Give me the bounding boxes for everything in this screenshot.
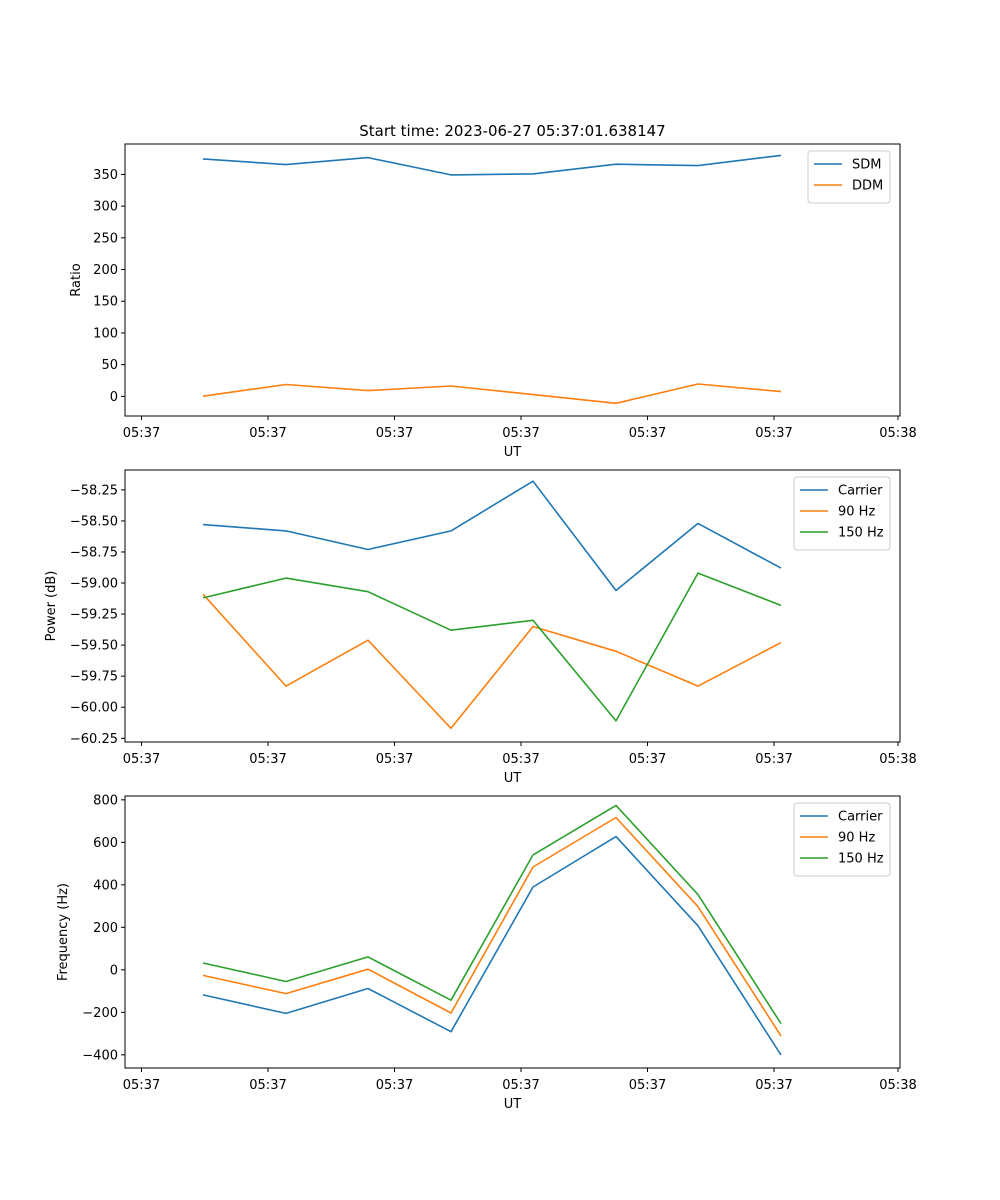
x-tick-label: 05:37 — [376, 1078, 413, 1093]
y-tick-label: 50 — [101, 358, 118, 373]
x-tick-label: 05:37 — [629, 752, 666, 767]
legend-label: DDM — [852, 179, 883, 194]
y-tick-label: −59.00 — [70, 577, 118, 592]
y-tick-label: 600 — [93, 836, 118, 851]
axes-frame — [124, 469, 901, 743]
y-tick-label: −58.25 — [70, 483, 118, 498]
x-tick-label: 05:37 — [629, 426, 666, 441]
y-tick-label: 200 — [93, 921, 118, 936]
y-tick-label: 800 — [93, 793, 118, 808]
legend-label: 90 Hz — [838, 505, 875, 520]
legend: SDM DDM — [807, 150, 891, 204]
y-axis-label: Ratio — [69, 263, 84, 296]
series-line-carrier — [202, 835, 782, 1056]
x-axis-label: UT — [504, 445, 522, 460]
x-axis-label: UT — [504, 771, 522, 786]
y-tick-label: 0 — [110, 963, 118, 978]
x-tick-label: 05:37 — [755, 426, 792, 441]
legend: Carrier 90 Hz 150 Hz — [793, 476, 891, 551]
y-tick-label: 0 — [110, 390, 118, 405]
legend-label: Carrier — [838, 810, 883, 825]
axes-frame — [124, 795, 901, 1069]
legend-label: 150 Hz — [838, 852, 884, 867]
x-tick-label: 05:37 — [502, 1078, 539, 1093]
y-axis-label: Frequency (Hz) — [56, 883, 71, 981]
x-tick-label: 05:38 — [879, 426, 916, 441]
x-tick-label: 05:37 — [502, 426, 539, 441]
x-tick-label: 05:38 — [879, 1078, 916, 1093]
y-tick-label: −60.00 — [70, 701, 118, 716]
y-axis-label: Power (dB) — [44, 571, 59, 642]
y-tick-label: 350 — [93, 168, 118, 183]
y-tick-label: −60.25 — [70, 732, 118, 747]
y-tick-label: 200 — [93, 263, 118, 278]
series-line-150-hz — [202, 804, 782, 1025]
legend-label: 150 Hz — [838, 526, 884, 541]
y-tick-label: 400 — [93, 878, 118, 893]
y-tick-label: −400 — [82, 1048, 118, 1063]
series-line-90-hz — [202, 593, 782, 730]
panel-3: −400 −200 0 200 400 600 800 05:37 05:37 05:37 05:3… — [56, 793, 917, 1112]
legend-label: 90 Hz — [838, 831, 875, 846]
legend: Carrier 90 Hz 150 Hz — [793, 802, 891, 877]
x-tick-label: 05:37 — [249, 426, 286, 441]
x-tick-label: 05:37 — [249, 752, 286, 767]
x-tick-label: 05:38 — [879, 752, 916, 767]
x-tick-label: 05:37 — [755, 1078, 792, 1093]
x-tick-label: 05:37 — [376, 752, 413, 767]
x-tick-label: 05:37 — [123, 426, 160, 441]
y-tick-label: −59.75 — [70, 670, 118, 685]
x-tick-label: 05:37 — [123, 1078, 160, 1093]
axes-frame — [124, 143, 901, 417]
x-axis-label: UT — [504, 1097, 522, 1112]
x-tick-label: 05:37 — [755, 752, 792, 767]
y-tick-label: −59.25 — [70, 608, 118, 623]
y-tick-label: −58.75 — [70, 545, 118, 560]
x-tick-label: 05:37 — [249, 1078, 286, 1093]
y-tick-label: 100 — [93, 326, 118, 341]
y-tick-label: −59.50 — [70, 639, 118, 654]
x-tick-label: 05:37 — [376, 426, 413, 441]
series-line-90-hz — [202, 816, 782, 1037]
y-tick-label: 250 — [93, 231, 118, 246]
legend-label: SDM — [852, 158, 881, 173]
panels: 0 50 100 150 200 250 300 350 05:37 05:37 05:37 05:3… — [44, 143, 917, 1112]
series-line-ddm — [202, 383, 782, 405]
y-tick-label: −200 — [82, 1006, 118, 1021]
series-line-sdm — [202, 154, 782, 176]
x-tick-label: 05:37 — [502, 752, 539, 767]
panel-2: −58.25 −58.50 −58.75 −59.00 −59.25 −59.50 −59.… — [44, 469, 917, 786]
series-line-carrier — [202, 480, 782, 592]
x-tick-label: 05:37 — [629, 1078, 666, 1093]
series-line-150-hz — [202, 572, 782, 722]
y-tick-label: −58.50 — [70, 514, 118, 529]
legend-label: Carrier — [838, 484, 883, 499]
panel-1: 0 50 100 150 200 250 300 350 05:37 05:37 05:37 05:3… — [69, 143, 917, 460]
figure-title: Start time: 2023-06-27 05:37:01.638147 — [359, 122, 665, 140]
x-tick-label: 05:37 — [123, 752, 160, 767]
y-tick-label: 150 — [93, 295, 118, 310]
y-tick-label: 300 — [93, 200, 118, 215]
